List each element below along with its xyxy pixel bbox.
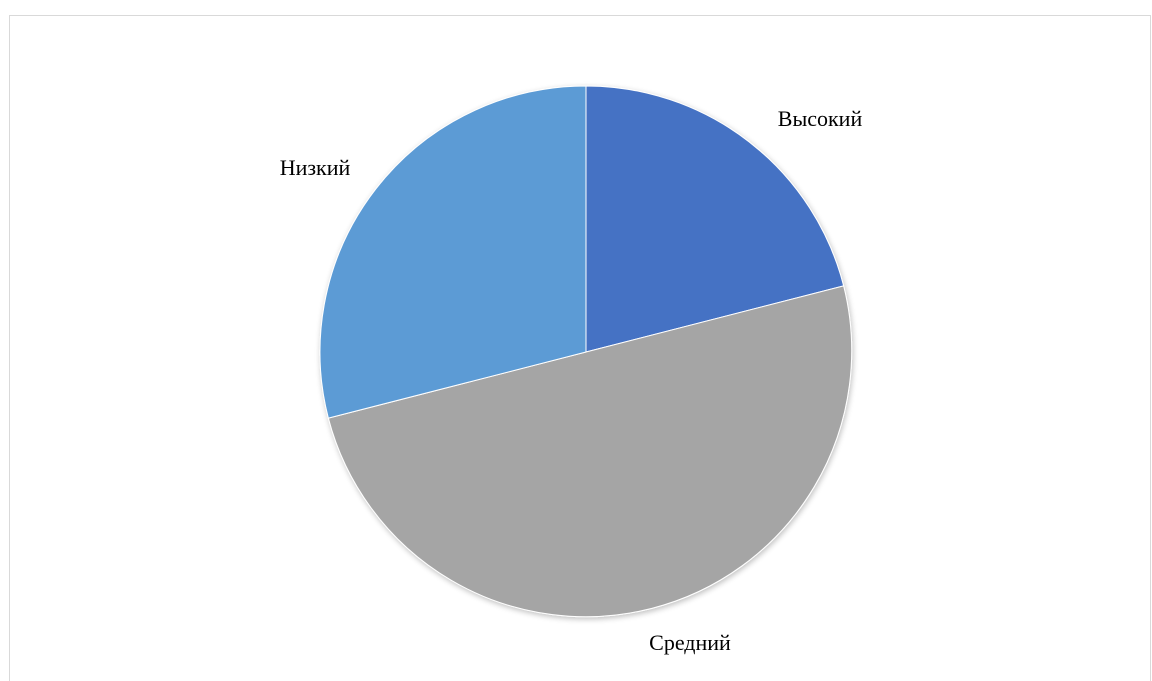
pie-slice-2 xyxy=(327,285,853,618)
pie-slice-3 xyxy=(319,85,587,419)
pie-slices xyxy=(319,85,853,618)
pie-label-3: Низкий xyxy=(280,155,351,180)
pie-label-2: Средний xyxy=(649,630,731,655)
pie-label-1: Высокий xyxy=(778,106,863,131)
pie-labels: Высокий Средний Низкий xyxy=(280,106,863,655)
pie-slice-1 xyxy=(585,85,845,353)
